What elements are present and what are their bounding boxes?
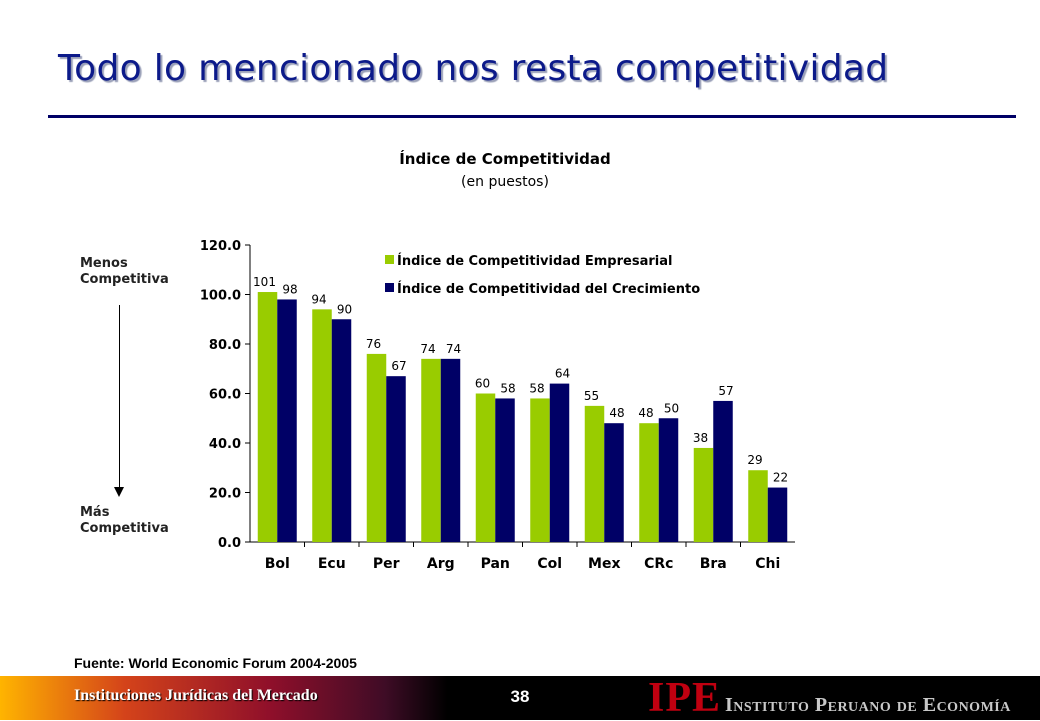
x-tick-label: Chi <box>755 556 780 572</box>
less-competitive-label: Menos Competitiva <box>80 256 169 288</box>
data-label: 90 <box>337 302 352 316</box>
x-tick-label: Pan <box>481 556 510 572</box>
bar-empresarial-pan <box>475 393 496 542</box>
y-tick-label: 120.0 <box>200 239 241 254</box>
bar-empresarial-bol <box>257 292 278 542</box>
bar-crecimiento-ecu <box>331 319 352 542</box>
data-label: 94 <box>311 292 326 306</box>
data-label: 58 <box>529 381 544 395</box>
bar-empresarial-arg <box>421 358 441 542</box>
slide-title: Todo lo mencionado nos resta competitivi… <box>58 48 889 89</box>
bar-crecimiento-bol <box>277 299 297 542</box>
bar-empresarial-mex <box>584 405 605 542</box>
data-label: 74 <box>446 342 461 356</box>
data-label: 50 <box>664 401 679 415</box>
bar-empresarial-per <box>366 353 387 542</box>
y-tick-label: 80.0 <box>209 338 241 353</box>
x-tick-label: Ecu <box>318 556 346 572</box>
y-tick-label: 60.0 <box>209 388 241 403</box>
legend-swatch <box>385 283 394 292</box>
source-note: Fuente: World Economic Forum 2004-2005 <box>74 655 357 671</box>
data-label: 58 <box>500 381 515 395</box>
more-competitive-line-2: Competitiva <box>80 521 169 536</box>
bar-empresarial-crc <box>639 423 659 542</box>
competitiveness-bar-chart: 0.0 20.0 40.0 60.0 80.0 100.0 120.0 101 98 Bol 94 9… <box>200 239 795 572</box>
bar-empresarial-ecu <box>312 309 332 542</box>
down-arrow-shaft <box>119 305 120 488</box>
x-tick-label: Arg <box>427 556 455 572</box>
data-label: 76 <box>366 337 381 351</box>
down-arrow-icon <box>114 487 124 497</box>
ipe-logo: IPE <box>648 675 722 721</box>
bar-crecimiento-mex <box>604 423 624 542</box>
more-competitive-line-1: Más <box>80 505 110 520</box>
footer-bar <box>0 676 1040 720</box>
data-label: 48 <box>638 406 653 420</box>
data-label: 98 <box>282 282 297 296</box>
chart-subtitle: (en puestos) <box>461 174 549 190</box>
more-competitive-label: Más Competitiva <box>80 505 169 537</box>
data-label: 48 <box>609 406 624 420</box>
chart-title: Índice de Competitividad <box>399 150 611 168</box>
data-label: 22 <box>773 471 788 485</box>
bar-crecimiento-crc <box>658 418 679 542</box>
title-divider <box>48 115 1016 118</box>
less-competitive-line-1: Menos <box>80 256 128 271</box>
bar-crecimiento-per <box>386 376 406 542</box>
bar-crecimiento-arg <box>440 358 461 542</box>
x-tick-label: Bra <box>700 556 727 572</box>
bar-crecimiento-chi <box>767 487 788 542</box>
ipe-logo-text: Instituto Peruano de Economía <box>725 694 1011 716</box>
data-label: 67 <box>391 359 406 373</box>
data-label: 64 <box>555 367 570 381</box>
legend-label: Índice de Competitividad del Crecimiento <box>397 281 700 297</box>
less-competitive-line-2: Competitiva <box>80 272 169 287</box>
bar-crecimiento-pan <box>495 398 515 542</box>
y-tick-label: 40.0 <box>209 437 241 452</box>
bar-empresarial-col <box>530 398 550 542</box>
legend-swatch <box>385 255 394 264</box>
legend-label: Índice de Competitividad Empresarial <box>397 253 672 269</box>
data-label: 74 <box>420 342 435 356</box>
data-label: 101 <box>253 275 276 289</box>
data-label: 55 <box>584 389 599 403</box>
y-tick-label: 100.0 <box>200 289 241 304</box>
x-tick-label: Mex <box>588 556 620 572</box>
data-label: 38 <box>693 431 708 445</box>
bar-crecimiento-bra <box>713 400 733 542</box>
bar-crecimiento-col <box>549 383 570 542</box>
data-label: 29 <box>747 453 762 467</box>
data-label: 60 <box>475 377 490 391</box>
y-tick-label: 20.0 <box>209 487 241 502</box>
data-label: 57 <box>718 384 733 398</box>
x-tick-label: Per <box>373 556 400 572</box>
bar-empresarial-chi <box>748 470 768 542</box>
page-number: 38 <box>510 687 530 706</box>
y-tick-label: 0.0 <box>218 536 241 551</box>
x-tick-label: CRc <box>644 556 673 572</box>
bar-empresarial-bra <box>693 447 714 542</box>
footer-section-title: Instituciones Jurídicas del Mercado <box>74 687 318 704</box>
x-tick-label: Bol <box>265 556 290 572</box>
x-tick-label: Col <box>537 556 562 572</box>
